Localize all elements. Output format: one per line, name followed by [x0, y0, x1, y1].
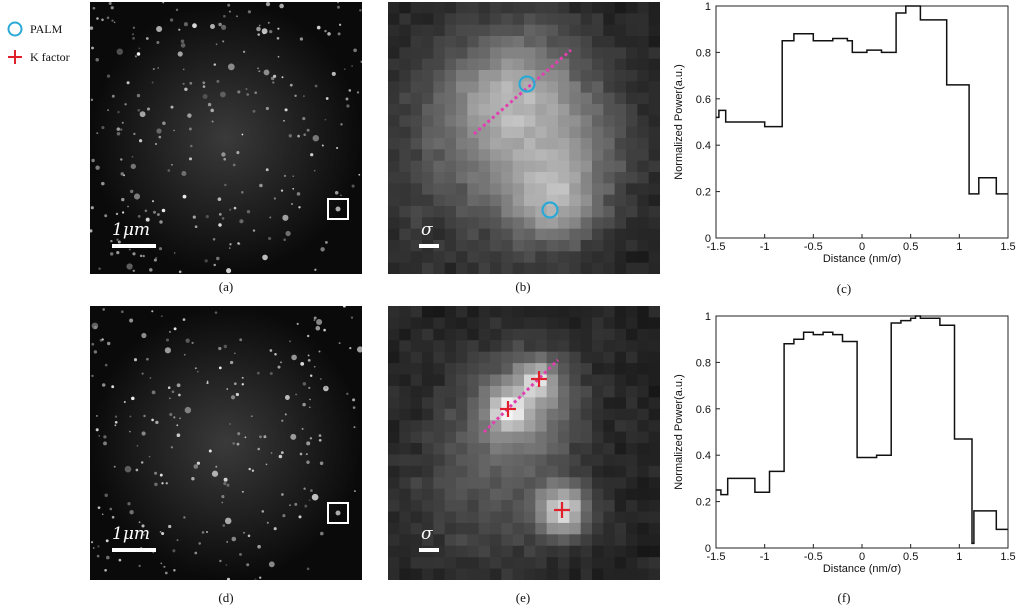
zoom-image-b-pixels: [388, 2, 660, 274]
panel-label-f: (f): [837, 590, 851, 605]
zoom-image-e-pixels: [388, 306, 660, 580]
micrograph-d: 1μm: [90, 306, 362, 580]
line-profile-e: [482, 358, 560, 434]
y-tick-label: 1: [705, 311, 711, 323]
scale-bar-e: [419, 548, 439, 552]
micrograph-a: 1μm: [90, 2, 362, 274]
scale-label-b: σ: [421, 220, 433, 240]
y-tick-label: 0.8: [696, 357, 711, 369]
x-tick-label: -1: [760, 551, 770, 563]
x-axis-label: Distance (nm/σ): [823, 253, 901, 265]
y-tick-label: 0.8: [696, 47, 711, 59]
scale-bar-d: [112, 548, 156, 552]
scale-bar-a: [112, 244, 156, 248]
y-tick-label: 0.6: [696, 94, 711, 106]
panel-label-b: (b): [515, 279, 531, 294]
scale-bar-b: [419, 244, 439, 248]
y-tick-label: 0.6: [696, 404, 711, 416]
legend-kfactor: K factor: [6, 48, 70, 66]
x-tick-label: 1.5: [1000, 551, 1015, 563]
x-tick-label: 1: [956, 241, 962, 253]
plot-c: -1.5 -1 -0.5 0 0.5 1 1.5 0 0.2 0.4 0.6 0.8 1 Distance…: [668, 0, 1018, 280]
series-line: [716, 315, 1008, 545]
scale-label-a: 1μm: [112, 220, 150, 240]
plot-frame: [715, 315, 1009, 549]
x-tick-label: -0.5: [804, 551, 823, 563]
plot-f: -1.5 -1 -0.5 0 0.5 1 1.5 0 0.2 0.4 0.6 0.8 1 Distance…: [668, 310, 1018, 590]
zoom-image-b: σ: [388, 2, 660, 274]
x-tick-label: -1.5: [707, 241, 726, 253]
y-tick-label: 0: [705, 543, 711, 555]
y-tick-label: 0.4: [696, 140, 711, 152]
x-tick-label: -1: [760, 241, 770, 253]
line-profile-b: [473, 48, 572, 136]
scale-label-e: σ: [421, 524, 433, 544]
legend-palm-label: PALM: [30, 21, 63, 36]
x-tick-label: 0: [859, 241, 865, 253]
panel-label-c: (c): [836, 281, 852, 296]
kfactor-marker-3: [554, 502, 570, 518]
x-tick-label: 1.5: [1000, 241, 1015, 253]
y-axis-label: Normalized Power(a.u.): [673, 374, 685, 490]
x-tick-label: 0.5: [903, 241, 918, 253]
legend-kfactor-label: K factor: [30, 49, 70, 64]
palm-marker-1: [518, 75, 536, 93]
x-tick-label: -0.5: [804, 241, 823, 253]
kfactor-marker-1: [531, 371, 547, 387]
zoom-image-e: σ: [388, 306, 660, 580]
overlay-b: [473, 48, 572, 219]
y-axis-label: Normalized Power(a.u.): [673, 64, 685, 180]
panel-label-e: (e): [515, 590, 531, 605]
x-axis-label: Distance (nm/σ): [823, 563, 901, 575]
x-tick-label: -1.5: [707, 551, 726, 563]
kfactor-marker-2: [500, 401, 516, 417]
y-tick-label: 1: [705, 1, 711, 13]
micrograph-a-image: [90, 2, 362, 274]
y-tick-label: 0.2: [696, 497, 711, 509]
x-tick-label: 1: [956, 551, 962, 563]
y-tick-label: 0: [705, 233, 711, 245]
roi-box-a: [327, 198, 349, 220]
overlay-e: [482, 358, 570, 518]
micrograph-d-image: [90, 306, 362, 580]
roi-box-d: [327, 502, 349, 524]
legend-palm: PALM: [6, 20, 62, 38]
x-tick-label: 0: [859, 551, 865, 563]
scale-label-d: 1μm: [112, 524, 150, 544]
plus-marker-icon: [8, 50, 22, 64]
y-tick-label: 0.2: [696, 187, 711, 199]
series-line: [716, 5, 1008, 195]
panel-label-a: (a): [218, 279, 234, 294]
panel-label-d: (d): [218, 590, 234, 605]
circle-marker-icon: [7, 21, 23, 37]
x-tick-label: 0.5: [903, 551, 918, 563]
palm-marker-2: [541, 201, 559, 219]
y-tick-label: 0.4: [696, 450, 711, 462]
